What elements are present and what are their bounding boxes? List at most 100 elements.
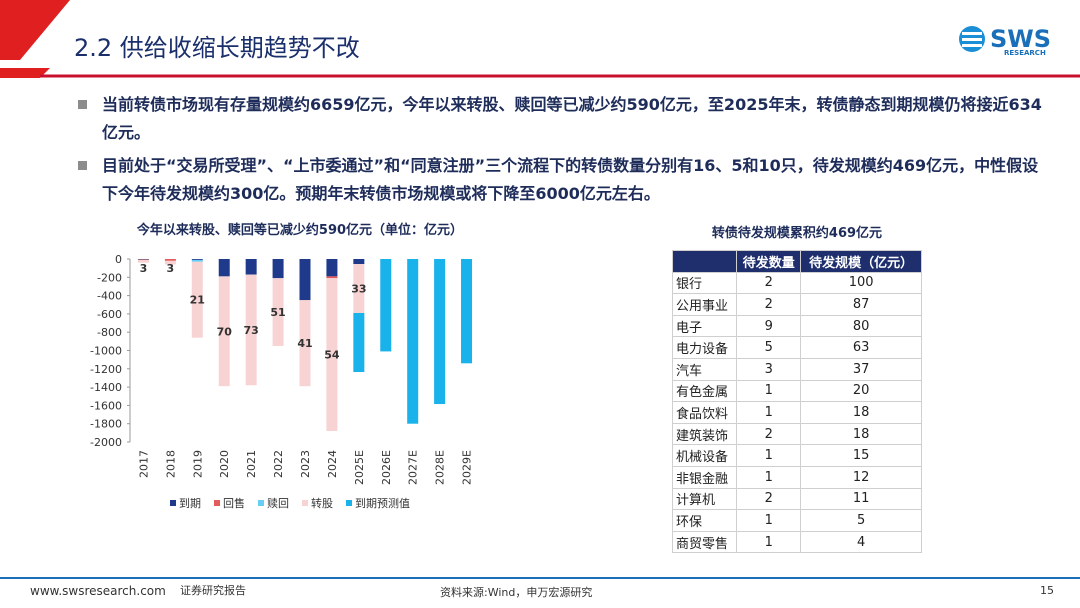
chart: 今年以来转股、赎回等已减少约590亿元（单位：亿元） 0 -200 -400 -600… xyxy=(90,222,474,510)
logo-icon xyxy=(962,38,982,41)
table-cell: 有色金属 xyxy=(671,379,738,403)
x-tick-label: 2018 xyxy=(164,450,177,478)
bar-segment xyxy=(326,276,338,279)
table-cell: 1 xyxy=(736,465,802,489)
legend-label: 到期 xyxy=(179,497,201,510)
table-cell: 2 xyxy=(736,487,802,511)
y-tick-label: -1400 xyxy=(90,381,122,394)
table-row: 非银金融 1 12 xyxy=(671,465,922,489)
footer-label: 证券研究报告 xyxy=(180,584,246,597)
x-tick-label: 2019 xyxy=(191,450,204,478)
table-row: 公用事业 2 87 xyxy=(671,293,922,316)
header-accent xyxy=(0,68,50,78)
y-tick-label: -800 xyxy=(97,326,122,339)
bar-segment xyxy=(353,264,365,313)
column-header: 待发数量 xyxy=(736,250,802,273)
table-cell: 1 xyxy=(736,401,802,424)
legend-swatch xyxy=(258,500,264,506)
bar-segment xyxy=(380,259,392,352)
table-cell: 100 xyxy=(800,271,922,295)
legend-swatch xyxy=(302,500,308,506)
table-cell: 9 xyxy=(736,314,802,338)
table-cell: 机械设备 xyxy=(671,444,738,467)
table-cell: 18 xyxy=(800,422,922,446)
table-row: 电力设备 5 63 xyxy=(671,336,922,359)
bar-segment xyxy=(137,259,149,263)
y-tick-label: -200 xyxy=(97,271,122,284)
table-cell: 3 xyxy=(736,357,802,381)
bar-segment xyxy=(353,259,365,265)
bar-segment xyxy=(353,312,365,373)
table-cell: 银行 xyxy=(671,271,738,295)
table-cell: 15 xyxy=(800,444,922,467)
table-cell: 1 xyxy=(736,509,802,532)
table-title: 转债待发规模累积约469亿元 xyxy=(711,226,883,241)
table-cell: 汽车 xyxy=(671,357,738,381)
x-tick-label: 2028E xyxy=(434,450,447,485)
table-cell: 11 xyxy=(800,487,922,511)
x-tick-label: 2022 xyxy=(272,450,285,478)
column-header: 待发规模（亿元） xyxy=(800,250,922,273)
y-tick-label: -1000 xyxy=(90,345,122,358)
table-cell: 20 xyxy=(800,379,922,403)
x-tick-label: 2021 xyxy=(245,450,258,478)
table-cell: 18 xyxy=(800,401,922,424)
table-cell: 食品饮料 xyxy=(671,401,738,424)
chart-title: 今年以来转股、赎回等已减少约590亿元（单位：亿元） xyxy=(136,222,463,238)
table-cell: 电子 xyxy=(671,314,738,338)
bullet: 当前转债市场现有存量规模约6659亿元，今年以来转股、赎回等已减少约590亿元，… xyxy=(102,95,1042,142)
table-cell: 80 xyxy=(800,314,922,338)
logo-icon xyxy=(962,32,982,35)
x-tick-label: 2026E xyxy=(380,450,393,485)
table-cell: 5 xyxy=(736,336,802,359)
x-tick-label: 2017 xyxy=(137,450,150,478)
bar-segment xyxy=(461,259,473,364)
table-row: 建筑装饰 2 18 xyxy=(671,422,922,446)
x-tick-label: 2025E xyxy=(353,450,366,485)
bullet-icon xyxy=(78,161,87,170)
table-row: 银行 2 100 xyxy=(671,271,922,295)
bar-annotation: 54 xyxy=(324,349,340,362)
table-row: 食品饮料 1 18 xyxy=(671,401,922,424)
table-cell: 4 xyxy=(800,530,922,554)
table-cell: 公用事业 xyxy=(671,293,738,316)
table-row: 商贸零售 1 4 xyxy=(671,530,922,554)
table-cell: 计算机 xyxy=(671,487,738,511)
bar-annotation: 3 xyxy=(167,262,175,275)
logo: SWS xyxy=(990,25,1051,53)
footer-source: 资料来源:Wind，申万宏源研究 xyxy=(440,586,593,599)
y-tick-label: -2000 xyxy=(90,436,122,449)
bar-segment xyxy=(326,259,338,277)
table-row: 环保 1 5 xyxy=(671,509,922,532)
bullet-icon xyxy=(78,100,87,109)
y-tick-label: -1800 xyxy=(90,418,122,431)
bar-segment xyxy=(245,274,257,386)
bar-annotation: 33 xyxy=(351,283,366,296)
slide-title: 2.2 供给收缩长期趋势不改 xyxy=(74,34,360,62)
table-row: 汽车 3 37 xyxy=(671,357,922,381)
y-tick-label: -1200 xyxy=(90,363,122,376)
table-cell: 1 xyxy=(736,379,802,403)
table-cell: 1 xyxy=(736,444,802,467)
table-cell: 2 xyxy=(736,293,802,316)
bar-segment xyxy=(326,278,338,432)
y-tick-label: -600 xyxy=(97,308,122,321)
legend-label: 转股 xyxy=(311,496,333,510)
table-cell: 环保 xyxy=(671,509,738,532)
bar-segment xyxy=(407,259,419,424)
table-cell: 1 xyxy=(736,530,802,554)
header-row: 待发数量 待发规模（亿元） xyxy=(671,250,922,273)
bar-segment xyxy=(218,259,230,277)
bar-annotation: 3 xyxy=(140,262,148,275)
bar-segment xyxy=(191,259,203,262)
legend-label: 到期预测值 xyxy=(355,497,410,510)
table: 待发数量 待发规模（亿元） 银行 2 100 公用事业 2 87 电子 9 80 电力设备 5 63 汽车 3… xyxy=(671,250,922,554)
table-cell: 建筑装饰 xyxy=(671,422,738,446)
bar-segment xyxy=(272,278,284,346)
x-tick-label: 2027E xyxy=(407,450,420,485)
bar-segment xyxy=(434,259,446,405)
table-row: 机械设备 1 15 xyxy=(671,444,922,467)
x-tick-label: 2020 xyxy=(218,450,231,478)
bar-segment xyxy=(299,300,311,387)
